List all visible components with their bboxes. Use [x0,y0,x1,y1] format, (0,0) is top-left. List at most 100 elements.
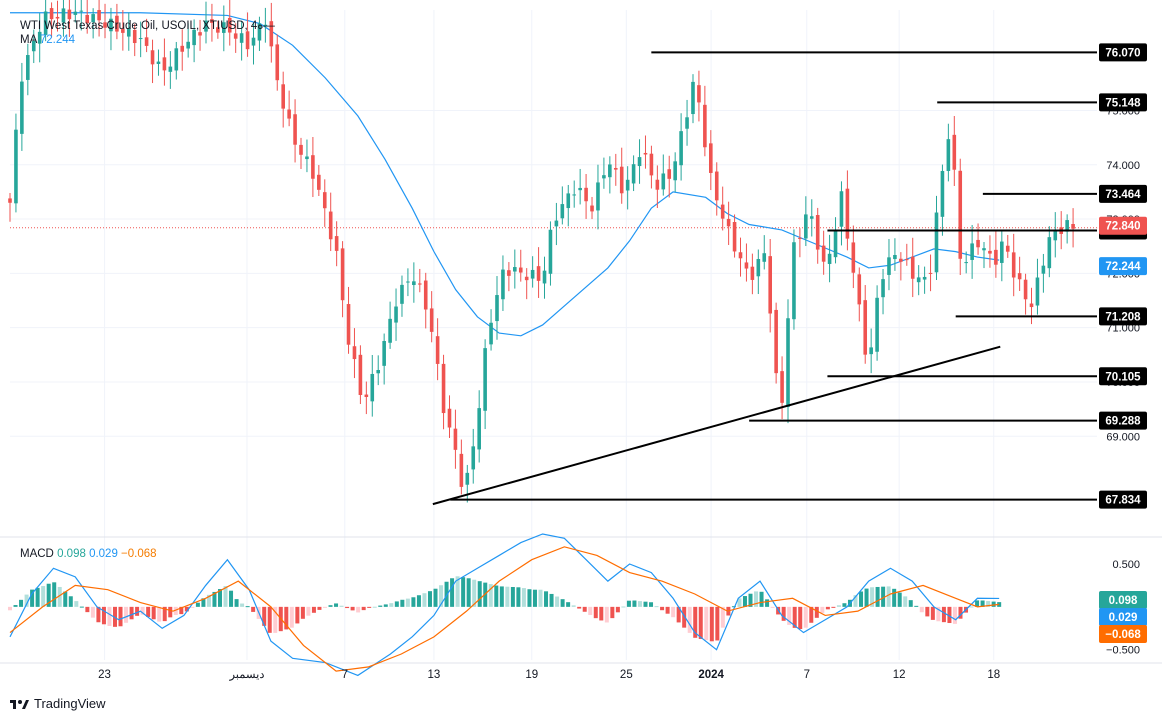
candle-body [994,249,998,265]
macd-histogram-bar [897,592,902,607]
candle [714,162,719,216]
macd-histogram-bar [96,606,101,623]
level-label-bg [1099,43,1147,62]
candle [536,247,541,298]
macd-histogram-bar [488,584,493,607]
candle [518,249,523,282]
candle [744,243,749,282]
candle-body [293,114,297,145]
macd-histogram-bar [975,600,980,607]
candle [281,71,285,128]
candle-body [429,308,434,332]
price-axis-tick: 74.000 [1106,160,1140,172]
macd-histogram-bar [140,606,145,615]
candle-body [138,38,143,40]
level-label-text: 69.288 [1105,416,1141,428]
candle-body [845,188,850,239]
macd-histogram-bar [693,606,698,638]
macd-histogram-bar [715,606,720,641]
macd-histogram-bar [787,606,792,625]
candle-body [8,198,12,203]
macd-histogram-bar [427,591,432,607]
candle-body [311,155,315,179]
candle [964,251,968,274]
candle-body [1041,265,1046,274]
macd-histogram-bar [245,606,250,608]
macd-histogram-bar [654,606,659,608]
candle-body [774,309,778,374]
macd-histogram-bar [936,606,941,622]
candle [20,62,24,151]
candle [299,137,303,170]
candle-body [863,300,868,355]
candle-body [524,276,529,281]
candle [269,2,274,63]
candle-body [732,222,737,252]
candle [804,196,808,247]
tradingview-brand[interactable]: TradingView [10,696,106,711]
macd-histogram-bar [151,606,156,620]
candle [697,70,701,122]
candle-body [881,279,885,298]
macd-histogram-bar [41,586,46,607]
candle [435,318,440,381]
candle [198,19,202,51]
macd-histogram-bar [919,606,924,613]
candle-body [453,428,458,450]
candle [578,168,582,205]
macd-histogram-bar [632,600,637,607]
macd-histogram-bar [179,606,184,615]
candle [501,255,505,311]
candle [352,328,357,379]
candle-body [222,22,226,33]
candle [934,195,939,280]
candle [881,268,885,315]
macd-histogram-bar [571,605,576,607]
macd-histogram-bar [870,587,875,607]
ma-label: MA [20,34,37,46]
price-label-bg [1099,257,1147,276]
candle [275,34,280,91]
macd-histogram-bar [129,606,134,620]
candle-body [216,27,220,33]
candle [26,43,30,96]
macd-histogram-bar [958,606,963,619]
time-axis-tick: 7 [342,669,348,681]
candle [216,20,220,39]
candle [293,99,297,163]
macd-histogram-bar [317,606,322,610]
ma-value: 72.244 [39,34,76,46]
candle [619,147,624,204]
macd-histogram-bar [649,602,654,607]
candle-body [821,245,826,262]
candle [928,254,933,292]
candle [572,180,577,208]
macd-histogram-bar [842,603,847,607]
candle-body [976,239,980,248]
candle-body [275,44,280,81]
macd-histogram-bar [521,588,526,607]
candle-body [631,164,636,184]
macd-histogram-bar [566,602,571,607]
symbol-title: WTI West Texas Crude Oil, USOIL, XTIUSD,… [20,20,275,32]
macd-value-text: 0.098 [1109,595,1138,607]
candle-body [982,248,986,251]
candle-body [49,8,54,20]
macd-histogram-bar [560,599,565,607]
candle-body [875,297,879,352]
macd-histogram-bar [853,595,858,607]
macd-histogram-bar [229,590,234,607]
candle [566,184,571,227]
macd-histogram-bar [859,591,864,607]
candle-body [388,318,392,343]
candle-body [697,85,701,103]
candle [49,2,54,38]
macd-histogram-bar [284,606,289,630]
macd-histogram-bar [251,606,256,612]
candle [649,145,654,189]
macd-histogram-bar [124,606,129,623]
candle [946,123,951,182]
candle-body [857,274,862,305]
level-label-bg [1099,93,1147,112]
